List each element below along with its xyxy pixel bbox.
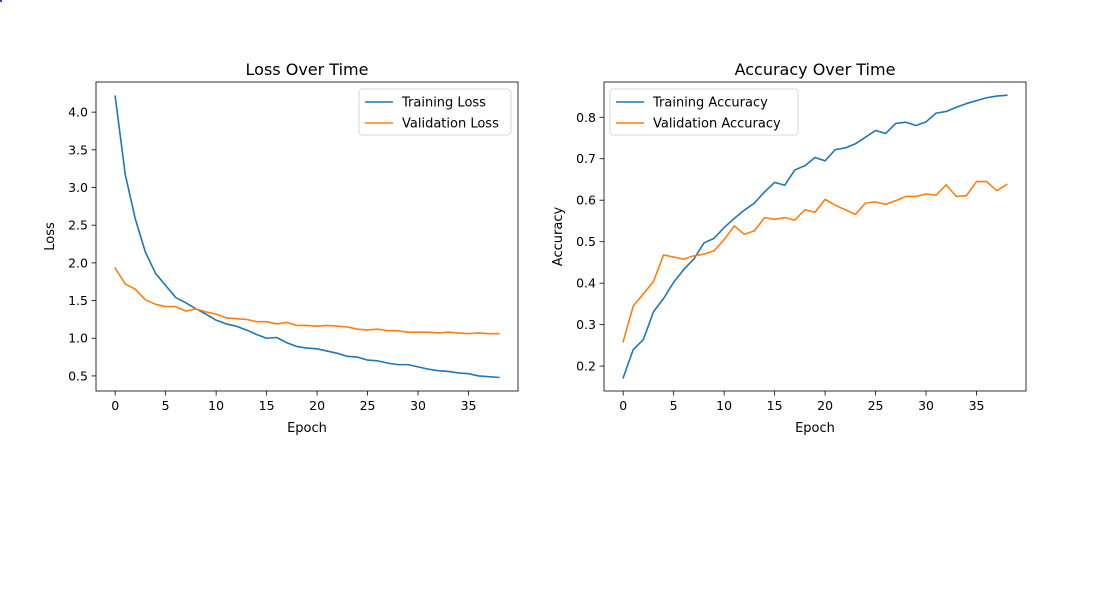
loss-y-tick-label: 3.0 — [68, 180, 88, 195]
accuracy-legend: Training Accuracy Validation Accuracy — [609, 88, 799, 136]
accuracy-x-tick-label: 20 — [817, 398, 833, 413]
accuracy-y-tick-label: 0.2 — [576, 359, 596, 374]
loss-chart: 0 5 10 15 20 25 30 35 0.5 1.0 1.5 2.0 2.5 3.0 3.5 4.0 Lo… — [43, 60, 519, 436]
loss-chart-title: Loss Over Time — [246, 60, 369, 79]
accuracy-axes-frame — [603, 81, 1027, 392]
loss-y-tick-label: 1.5 — [68, 293, 88, 308]
loss-x-tick-label: 30 — [410, 398, 426, 413]
loss-y-axis-label: Loss — [43, 222, 58, 251]
loss-y-tick-label: 2.0 — [68, 255, 88, 270]
loss-x-axis-label: Epoch — [287, 421, 327, 436]
accuracy-x-tick-label: 30 — [918, 398, 934, 413]
loss-y-tick-label: 4.0 — [68, 105, 88, 120]
corner-marker — [0, 0, 2, 2]
accuracy-y-axis-label: Accuracy — [551, 207, 566, 267]
accuracy-x-tick-label: 10 — [716, 398, 732, 413]
loss-legend-box — [358, 88, 512, 136]
loss-legend: Training Loss Validation Loss — [358, 88, 512, 136]
loss-y-tick-label: 3.5 — [68, 142, 88, 157]
loss-legend-label-2: Validation Loss — [402, 117, 499, 132]
accuracy-x-tick-label: 0 — [619, 398, 627, 413]
loss-y-tick-label: 2.5 — [68, 218, 88, 233]
loss-axes-frame — [95, 81, 519, 392]
accuracy-legend-label-1: Training Accuracy — [652, 96, 768, 111]
accuracy-y-tick-label: 0.7 — [576, 151, 596, 166]
loss-x-tick-label: 15 — [259, 398, 275, 413]
loss-x-tick-label: 20 — [309, 398, 325, 413]
accuracy-x-tick-label: 5 — [670, 398, 678, 413]
loss-y-tick-label: 0.5 — [68, 368, 88, 383]
accuracy-legend-label-2: Validation Accuracy — [653, 117, 781, 132]
loss-x-tick-label: 10 — [208, 398, 224, 413]
loss-x-tick-label: 5 — [162, 398, 170, 413]
accuracy-series-line-1 — [622, 94, 1008, 379]
accuracy-x-tick-label: 35 — [969, 398, 985, 413]
accuracy-series-line-2 — [622, 180, 1008, 343]
accuracy-y-tick-label: 0.6 — [576, 193, 596, 208]
loss-series-line-1 — [114, 95, 500, 379]
accuracy-x-tick-label: 15 — [767, 398, 783, 413]
accuracy-y-tick-label: 0.5 — [576, 234, 596, 249]
accuracy-y-tick-label: 0.3 — [576, 317, 596, 332]
loss-x-tick-label: 25 — [360, 398, 376, 413]
loss-x-tick-label: 35 — [461, 398, 477, 413]
accuracy-chart-title: Accuracy Over Time — [735, 60, 896, 79]
accuracy-chart: 0 5 10 15 20 25 30 35 0.2 0.3 0.4 0.5 0.6 0.7 0.8 Accur… — [551, 60, 1027, 436]
loss-y-tick-label: 1.0 — [68, 331, 88, 346]
accuracy-x-tick-label: 25 — [868, 398, 884, 413]
loss-x-tick-label: 0 — [111, 398, 119, 413]
loss-legend-label-1: Training Loss — [401, 96, 486, 111]
accuracy-x-axis-label: Epoch — [795, 421, 835, 436]
accuracy-legend-box — [609, 88, 799, 136]
loss-series-line-2 — [114, 267, 500, 335]
accuracy-y-tick-label: 0.4 — [576, 276, 596, 291]
accuracy-y-tick-label: 0.8 — [576, 110, 596, 125]
